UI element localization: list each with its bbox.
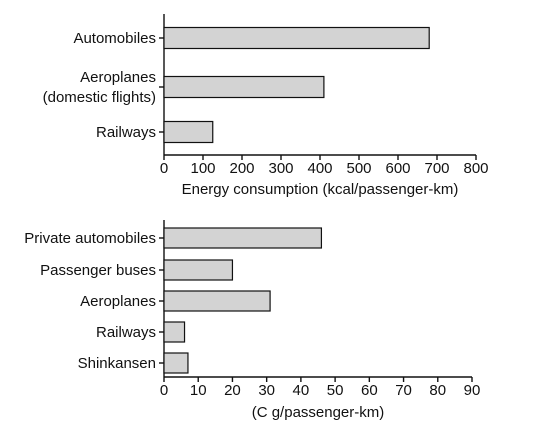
category-label: Automobiles (73, 30, 156, 47)
bar-2-1 (163, 227, 323, 249)
category-label: Railways (96, 324, 156, 341)
x-tick-label: 60 (361, 382, 378, 399)
category-label: Shinkansen (78, 355, 156, 372)
x-tick-label: 0 (160, 382, 168, 399)
x-axis-label: Energy consumption (kcal/passenger-km) (182, 181, 459, 198)
x-tick-label: 300 (268, 160, 293, 177)
bar-2-4 (163, 321, 186, 343)
category-label: Private automobiles (24, 230, 156, 247)
x-tick-label: 20 (224, 382, 241, 399)
x-tick-label: 100 (190, 160, 215, 177)
x-tick-label: 800 (463, 160, 488, 177)
x-tick-label: 80 (429, 382, 446, 399)
category-label: Aeroplanes (domestic flights) (43, 69, 156, 106)
bar-2-2 (163, 259, 234, 281)
category-label: Aeroplanes (80, 293, 156, 310)
x-axis-label: (C g/passenger-km) (252, 404, 385, 421)
x-tick-label: 70 (395, 382, 412, 399)
x-tick-label: 200 (229, 160, 254, 177)
x-tick-label: 400 (307, 160, 332, 177)
x-tick-label: 0 (160, 160, 168, 177)
bar-1-3 (163, 120, 214, 144)
x-tick-label: 700 (424, 160, 449, 177)
x-tick-label: 500 (346, 160, 371, 177)
bar-2-5 (163, 352, 189, 374)
x-tick-label: 40 (293, 382, 310, 399)
bar-2-3 (163, 290, 271, 312)
bar-1-1 (163, 26, 430, 50)
x-tick-label: 50 (327, 382, 344, 399)
x-tick-label: 10 (190, 382, 207, 399)
x-tick-label: 90 (464, 382, 481, 399)
category-label: Railways (96, 124, 156, 141)
x-tick-label: 30 (258, 382, 275, 399)
category-label: Passenger buses (40, 262, 156, 279)
bar-1-2 (163, 75, 325, 99)
x-tick-label: 600 (385, 160, 410, 177)
